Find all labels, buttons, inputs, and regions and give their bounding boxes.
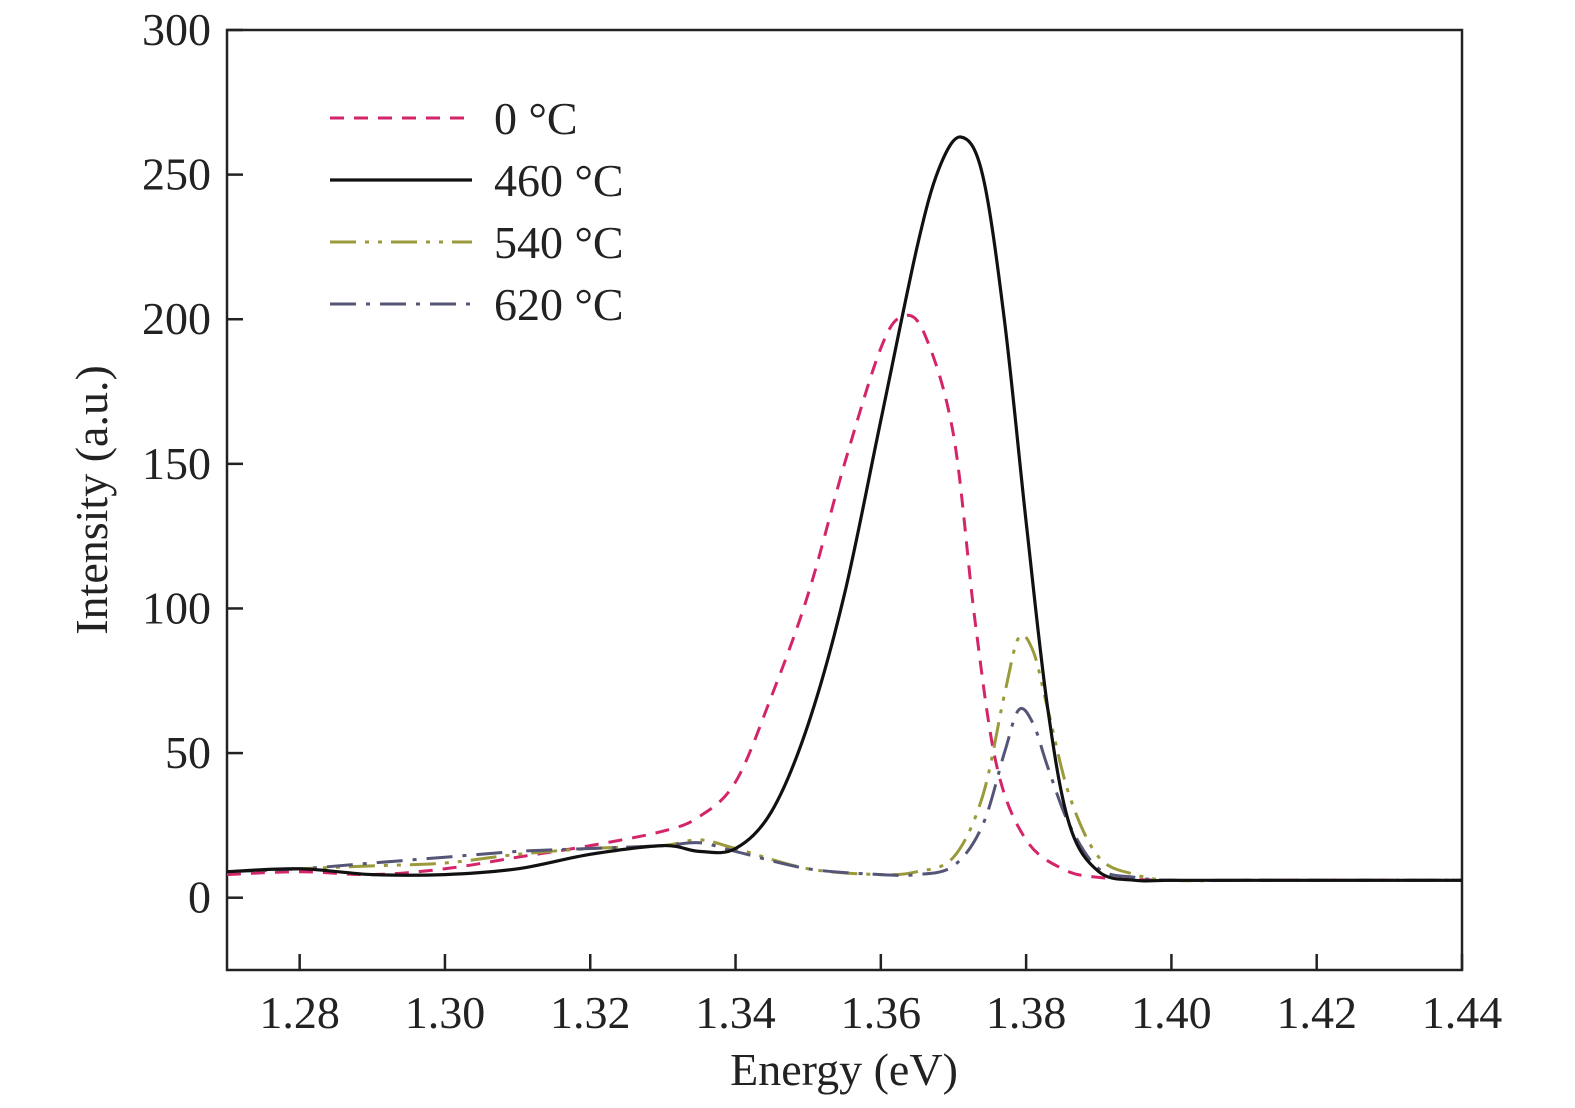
x-axis: 1.28 1.30 1.32 1.34 1.36 1.38 1.40 1.42 1.44 xyxy=(259,954,1502,1038)
x-tick-label: 1.42 xyxy=(1276,987,1357,1038)
x-tick-label: 1.34 xyxy=(695,987,776,1038)
y-tick-label: 150 xyxy=(142,438,211,489)
x-tick-label: 1.28 xyxy=(259,987,340,1038)
y-axis-title: Intensity (a.u.) xyxy=(66,365,117,635)
y-axis: 0 50 100 150 200 250 300 xyxy=(142,4,243,923)
series-layer xyxy=(227,135,1462,883)
series-line-460c xyxy=(227,135,1462,883)
x-tick-label: 1.40 xyxy=(1131,987,1212,1038)
x-tick-label: 1.36 xyxy=(841,987,922,1038)
y-tick-label: 50 xyxy=(165,727,211,778)
plot-frame xyxy=(225,28,1464,972)
y-tick-label: 100 xyxy=(142,582,211,633)
legend-label: 460 °C xyxy=(494,155,624,206)
y-tick-label: 200 xyxy=(142,293,211,344)
series-line-620c xyxy=(227,707,1462,883)
x-tick-label: 1.32 xyxy=(550,987,631,1038)
series-line-540c xyxy=(227,633,1462,883)
y-tick-label: 0 xyxy=(188,872,211,923)
y-tick-label: 300 xyxy=(142,4,211,55)
y-tick-label: 250 xyxy=(142,149,211,200)
legend-label: 540 °C xyxy=(494,217,624,268)
legend-label: 0 °C xyxy=(494,93,578,144)
legend: 0 °C 460 °C 540 °C 620 °C xyxy=(330,93,624,330)
x-tick-label: 1.44 xyxy=(1422,987,1503,1038)
x-tick-label: 1.38 xyxy=(986,987,1067,1038)
x-axis-title: Energy (eV) xyxy=(730,1044,958,1095)
legend-label: 620 °C xyxy=(494,279,624,330)
x-tick-label: 1.30 xyxy=(405,987,486,1038)
